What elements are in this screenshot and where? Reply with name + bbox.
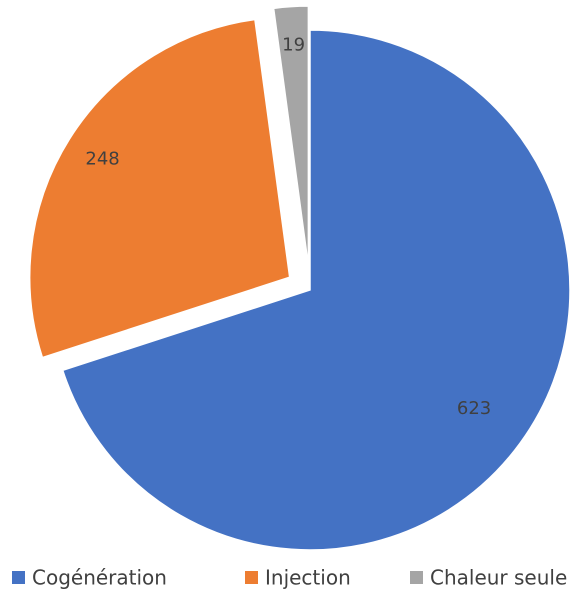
legend-swatch [12,571,25,584]
legend-swatch [410,571,423,584]
data-label: 19 [282,35,305,56]
pie-slice [28,18,291,359]
legend-swatch [245,571,258,584]
pie-slice [272,5,310,267]
legend-label: Injection [265,566,351,590]
legend-label: Chaleur seule [430,566,567,590]
data-label: 248 [85,149,119,170]
legend-label: Cogénération [32,566,167,590]
data-label: 623 [457,398,491,419]
pie-slice [61,29,571,551]
